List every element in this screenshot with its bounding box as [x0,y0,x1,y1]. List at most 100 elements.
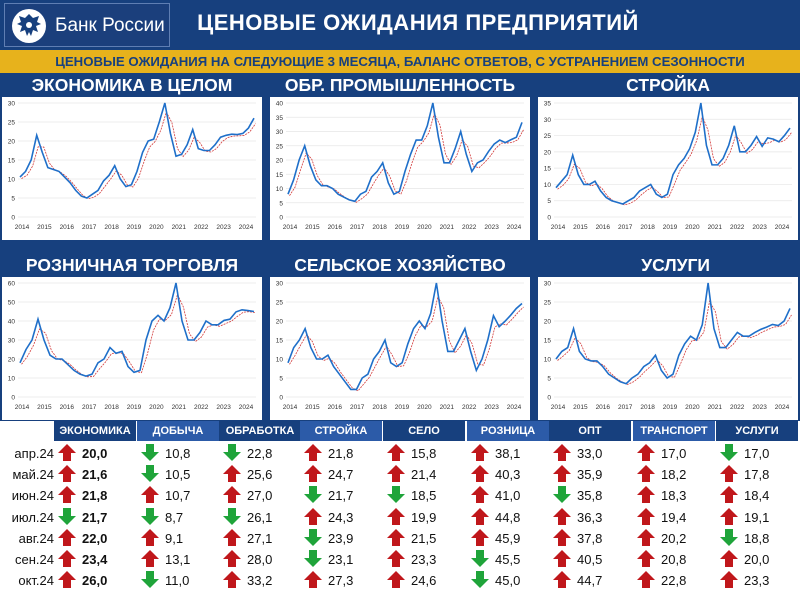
table-cell-value: 37,8 [577,530,603,546]
x-tick-label: 2020 [685,404,700,411]
x-tick-label: 2016 [328,224,343,231]
arrow-up-icon [637,571,655,589]
chart-panel: ОБР. ПРОМЫШЛЕННОСТЬ 0 5 10 15 20 25 30 35 40 2014 2… [268,73,532,241]
x-tick-label: 2016 [60,224,75,231]
chart-panel: СТРОЙКА 0 5 10 15 20 25 30 35 2014 2015 2016 2017 201… [536,73,800,241]
table-cell-value: 17,0 [661,446,687,461]
x-tick-label: 2015 [305,224,320,231]
arrow-up-icon [141,550,159,567]
table-cell-value: 23,3 [744,573,770,589]
x-tick-label: 2018 [372,224,387,231]
arrow-up-icon [223,528,241,546]
table-cell-value: 19,4 [661,509,687,525]
x-tick-label: 2019 [663,224,678,231]
y-tick-label: 0 [279,215,283,222]
bank-logo[interactable]: Банк России [4,3,170,47]
arrow-up-icon [387,550,405,567]
arrow-up-icon [387,528,405,546]
x-tick-label: 2016 [596,404,611,411]
column-header: ОПТ [549,421,631,441]
arrow-up-icon [141,486,159,504]
x-tick-label: 2019 [127,224,142,231]
y-tick-label: 5 [279,200,283,207]
table-cell-value: 33,2 [247,573,273,589]
table-cell-value: 35,9 [577,467,603,483]
x-tick-label: 2022 [462,404,477,411]
y-tick-label: 20 [544,149,552,156]
x-tick-label: 2015 [573,404,588,411]
table-cell-value: 18,2 [661,467,687,483]
chart-title: РОЗНИЧНАЯ ТОРГОВЛЯ [25,255,239,275]
table-cell-value: 27,0 [247,488,273,504]
table-cell-value: 45,0 [495,573,521,589]
chart-plot-area: 0 5 10 15 20 25 30 2014 2015 2016 2017 2018 2019 2020… [538,277,798,420]
table-cell-value: 35,8 [577,488,603,504]
table-cell-value: 45,5 [495,552,521,567]
x-tick-label: 2018 [640,404,655,411]
table-cell-value: 24,3 [328,509,354,525]
arrow-up-icon [304,444,322,461]
row-label: июл.24 [11,509,54,525]
table-cell-value: 10,5 [165,467,191,483]
y-tick-label: 0 [11,215,15,222]
arrow-down-icon [58,507,76,525]
arrow-up-icon [637,444,655,461]
table-cell-value: 40,3 [495,467,521,483]
series-line [555,282,791,385]
y-tick-label: 0 [547,215,551,222]
y-tick-label: 10 [8,177,16,184]
arrow-up-icon [387,465,405,483]
table-cell-value: 19,9 [411,509,437,525]
y-tick-label: 15 [544,166,552,173]
arrow-up-icon [58,465,76,483]
x-tick-label: 2015 [37,224,52,231]
series-line [287,102,523,203]
x-tick-label: 2014 [15,404,30,411]
y-tick-label: 40 [276,101,284,108]
arrow-up-icon [720,486,738,504]
arrow-up-icon [387,444,405,461]
arrow-up-icon [471,486,489,504]
y-tick-label: 10 [276,186,284,193]
chart-title: ОБР. ПРОМЫШЛЕННОСТЬ [284,75,516,95]
table-cell-value: 20,2 [661,530,687,546]
row-label: май.24 [12,467,54,483]
x-tick-label: 2014 [283,404,298,411]
table-cell-value: 21,8 [82,488,108,504]
series-line-secondary [289,112,524,203]
arrow-up-icon [223,486,241,504]
y-tick-label: 30 [276,129,284,136]
row-label: апр.24 [14,446,54,461]
table-cell-value: 21,5 [411,530,437,546]
x-tick-label: 2022 [194,404,209,411]
arrow-down-icon [141,444,159,461]
row-label: июн.24 [11,488,54,504]
x-tick-label: 2014 [551,404,566,411]
series-line [555,102,791,205]
arrow-up-icon [304,507,322,525]
x-tick-label: 2020 [149,224,164,231]
x-tick-label: 2016 [60,404,75,411]
x-tick-label: 2018 [372,404,387,411]
table-cell-value: 44,7 [577,573,603,589]
y-tick-label: 10 [8,376,16,383]
x-tick-label: 2017 [618,224,633,231]
x-tick-label: 2023 [216,404,231,411]
line-chart: 0 5 10 15 20 25 30 2014 2015 2016 2017 2018 2019 2020… [8,101,256,231]
chart-plot-area: 0 5 10 15 20 25 30 35 2014 2015 2016 2017 2018 2019 20… [538,97,798,240]
y-tick-label: 15 [276,338,284,345]
column-header: ДОБЫЧА [137,421,219,441]
y-tick-label: 30 [8,338,16,345]
y-tick-label: 30 [276,281,284,288]
y-tick-label: 5 [11,196,15,203]
y-tick-label: 15 [8,158,16,165]
y-tick-label: 20 [544,319,552,326]
arrow-up-icon [387,571,405,589]
y-tick-label: 40 [8,319,16,326]
x-tick-label: 2018 [640,224,655,231]
chart-title: ЭКОНОМИКА В ЦЕЛОМ [31,75,233,95]
arrow-up-icon [58,528,76,546]
table-cell-value: 24,6 [411,573,437,589]
column-header: ОБРАБОТКА [219,421,301,441]
table-cell-value: 23,4 [82,552,108,567]
